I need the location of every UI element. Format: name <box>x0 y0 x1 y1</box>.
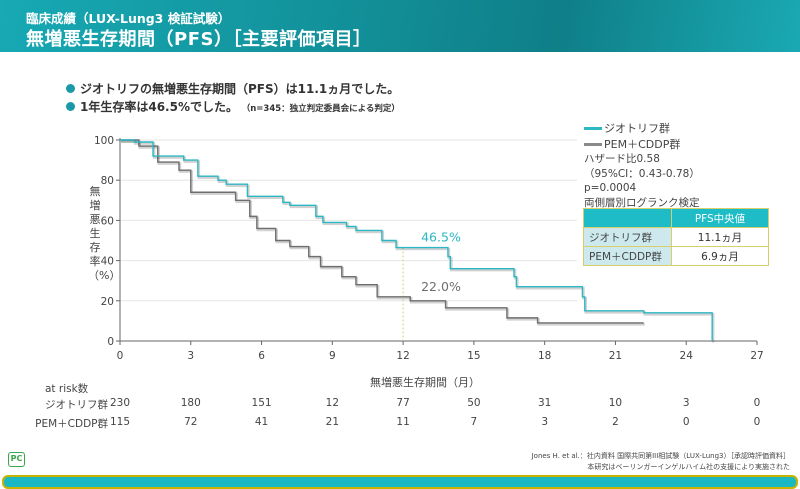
km-curve-series-0 <box>120 139 713 341</box>
hazard-ratio: ハザード比0.58 <box>584 153 660 165</box>
at-risk-value: 72 <box>184 416 198 428</box>
y-tick-label: 100 <box>94 135 114 147</box>
bullet-item: ジオトリフの無増悪生存期間（PFS）は11.1ヵ月でした。 <box>66 80 399 97</box>
legend-swatch-icon <box>584 126 602 130</box>
at-risk-value: 180 <box>180 397 201 409</box>
x-tick-label: 27 <box>750 350 763 362</box>
bullet-item: 1年生存率は46.5%でした。 （n=345：独立判定委員会による判定） <box>66 98 400 115</box>
legend: ジオトリフ群 PEM＋CDDP群 <box>584 120 680 152</box>
at-risk-value: 77 <box>396 397 410 409</box>
page-title: 無増悪生存期間（PFS）［主要評価項目］ <box>26 29 372 50</box>
x-tick-label: 6 <box>258 350 265 362</box>
confidence-interval: （95%CI：0.43-0.78） <box>584 167 700 180</box>
x-tick-label: 9 <box>329 350 336 362</box>
at-risk-value: 21 <box>325 416 340 428</box>
table-row: PEM＋CDDP群 6.9ヵ月 <box>583 246 769 266</box>
y-tick-label: 40 <box>101 256 114 268</box>
stats-block: ハザード比0.58 （95%CI：0.43-0.78） p=0.0004 両側層… <box>584 152 700 210</box>
x-tick-label: 24 <box>680 350 694 362</box>
at-risk-title: at risk数 <box>45 383 89 395</box>
at-risk-value: 41 <box>254 416 269 428</box>
footer-bar <box>2 475 798 489</box>
at-risk-value: 2 <box>612 416 619 428</box>
legend-label: ジオトリフ群 <box>604 122 670 135</box>
at-risk-value: 31 <box>537 397 552 409</box>
at-risk-value: 50 <box>467 397 481 409</box>
at-risk-value: 12 <box>325 397 340 409</box>
y-tick-label: 80 <box>101 175 114 187</box>
bullet-note: （n=345：独立判定委員会による判定） <box>245 104 400 114</box>
at-risk-row-label: ジオトリフ群 <box>45 399 108 411</box>
header-banner: 臨床成績（LUX-Lung3 検証試験） 無増悪生存期間（PFS）［主要評価項目… <box>0 0 800 52</box>
x-tick-label: 12 <box>396 350 409 362</box>
x-tick-label: 3 <box>187 350 194 362</box>
at-risk-value: 0 <box>682 416 690 428</box>
at-risk-value: 10 <box>608 397 623 409</box>
at-risk-value: 3 <box>682 397 690 409</box>
table-corner <box>583 208 672 228</box>
row-value: 11.1ヵ月 <box>671 227 769 247</box>
table-header: PFS中央値 <box>671 208 769 228</box>
y-axis-label: 無増悪生存率（%） <box>88 185 121 282</box>
at-risk-value: 151 <box>251 397 272 409</box>
x-tick-label: 15 <box>467 350 480 362</box>
series-shadow <box>121 140 715 343</box>
legend-item-afatinib: ジオトリフ群 <box>584 120 680 136</box>
at-risk-row-label: PEM＋CDDP群 <box>35 418 108 430</box>
row-label: PEM＋CDDP群 <box>583 246 672 266</box>
at-risk-value: 230 <box>110 397 131 409</box>
x-axis-label: 無増悪生存期間（月） <box>370 376 480 389</box>
at-risk-value: 115 <box>110 416 131 428</box>
pc-logo: PC <box>8 452 25 467</box>
at-risk-value: 11 <box>396 416 410 428</box>
bullet-text: 1年生存率は46.5%でした。 <box>80 100 238 114</box>
legend-item-pem-cddp: PEM＋CDDP群 <box>584 136 680 152</box>
y-tick-label: 20 <box>101 296 114 308</box>
at-risk-value: 0 <box>753 397 761 409</box>
annotation-label: 22.0% <box>421 279 461 294</box>
citation-line-2: 本研究はベーリンガーインゲルハイム社の支援により実施された <box>587 463 790 471</box>
median-table: PFS中央値 ジオトリフ群 11.1ヵ月 PEM＋CDDP群 6.9ヵ月 <box>583 208 769 266</box>
bullet-dot-icon <box>66 84 75 93</box>
y-tick-label: 60 <box>101 215 114 227</box>
x-tick-label: 21 <box>609 350 622 362</box>
legend-label: PEM＋CDDP群 <box>604 138 681 151</box>
test-method: 両側層別ログランク検定 <box>584 196 700 209</box>
km-curve-series-1 <box>120 139 644 324</box>
at-risk-value: 0 <box>753 416 761 428</box>
series-shadow <box>121 140 645 326</box>
bullet-dot-icon <box>66 102 75 111</box>
citation-line-1: Jones H. et al.：社内資料 国際共同第III相試験（LUX-Lun… <box>531 452 790 460</box>
row-value: 6.9ヵ月 <box>671 246 769 266</box>
x-tick-label: 0 <box>117 350 124 362</box>
at-risk-value: 7 <box>470 416 478 428</box>
at-risk-value: 3 <box>541 416 548 428</box>
y-tick-label: 0 <box>107 336 114 348</box>
header-subtitle: 臨床成績（LUX-Lung3 検証試験） <box>26 11 231 26</box>
annotation-label: 46.5% <box>421 230 461 245</box>
bullet-text: ジオトリフの無増悪生存期間（PFS）は11.1ヵ月でした。 <box>80 82 400 96</box>
row-label: ジオトリフ群 <box>583 227 672 247</box>
legend-swatch-icon <box>584 142 602 146</box>
table-row: ジオトリフ群 11.1ヵ月 <box>583 227 769 247</box>
p-value: p=0.0004 <box>584 182 637 194</box>
x-tick-label: 18 <box>538 350 551 362</box>
